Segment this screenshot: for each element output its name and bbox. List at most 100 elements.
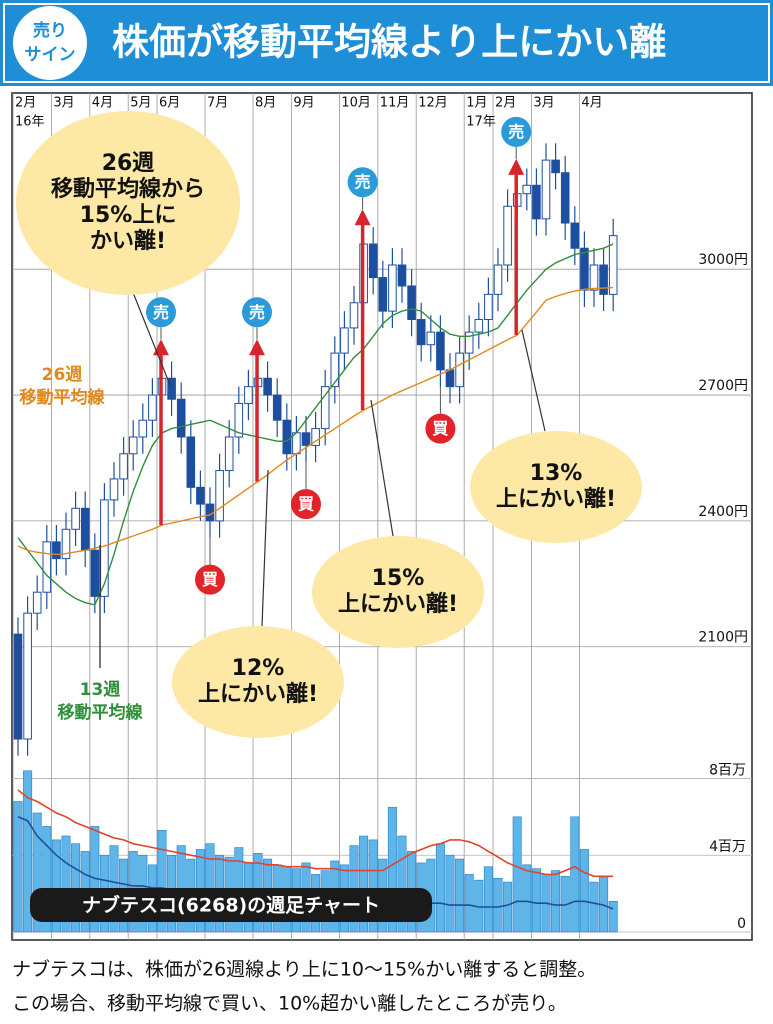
callout-text: 15% <box>372 566 425 591</box>
candle-body <box>589 264 599 291</box>
volume-bar <box>589 881 599 933</box>
candle-body <box>551 159 560 174</box>
callout-text: 上にかい離! <box>198 682 318 707</box>
sell-signal-text: 売 <box>508 122 524 141</box>
candle-body <box>119 453 128 480</box>
candle-body <box>196 486 205 505</box>
candle-body <box>560 172 570 224</box>
y-tick-label: 8百万 <box>709 762 746 778</box>
volume-bar <box>23 770 33 933</box>
x-tick-label: 8月 <box>255 96 276 111</box>
sell-signal <box>146 297 176 328</box>
candle-body <box>349 302 359 329</box>
moving-average-line <box>17 243 614 606</box>
x-tick-label: 4月 <box>92 96 113 111</box>
candle-body <box>416 319 426 346</box>
x-tick-label: 4月 <box>581 96 602 111</box>
volume-bar <box>61 835 71 933</box>
x-tick-label: 7月 <box>207 96 228 111</box>
volume-average-line <box>17 789 614 878</box>
candle-body <box>397 264 407 287</box>
header-title: 株価が移動平均線より上にかい離 <box>112 21 666 64</box>
sell-arrow-head <box>354 209 371 226</box>
y-tick-label: 2400円 <box>698 504 748 520</box>
volume-bar <box>493 877 503 933</box>
buy-signal-text: 買 <box>202 570 218 589</box>
x-tick-label: 11月 <box>380 96 410 111</box>
volume-bar <box>570 816 580 933</box>
callout-pointer <box>521 329 546 432</box>
candle-body <box>23 612 32 740</box>
callout-bubble <box>470 431 642 543</box>
callout-text: 上にかい離! <box>338 592 458 617</box>
buy-signal-text: 買 <box>298 495 314 514</box>
callout-bubble <box>312 536 484 648</box>
badge-text: 売り <box>33 20 67 41</box>
notes-layer: 2月 3月 4月 5月 6月 7月 8月 9月 10月 11月 12月 1月 2月 3月 4月 16年 17年 2… <box>15 96 748 933</box>
candle-body <box>128 436 138 455</box>
candle-body <box>13 633 23 740</box>
candle-body <box>224 436 234 472</box>
candle-body <box>608 235 618 295</box>
callout-text: 15%上に <box>80 203 177 228</box>
callout-text: 13% <box>530 461 583 486</box>
candle-body <box>493 264 503 295</box>
volume-bar <box>387 806 397 933</box>
y-tick-label: 3000円 <box>698 252 748 268</box>
y-tick-label: 2700円 <box>698 378 748 394</box>
candle-body <box>71 507 80 530</box>
sell-signal <box>242 297 272 328</box>
volume-bar <box>205 843 215 933</box>
chart-label: ナブテスコ(6268)の週足チャート <box>82 894 380 917</box>
candle-body <box>570 222 580 249</box>
callout-pointer <box>370 399 394 537</box>
candle-body <box>532 184 541 220</box>
volume-bar <box>483 866 493 933</box>
candle-body <box>407 285 416 321</box>
candle-body <box>599 264 608 295</box>
year-label: 16年 <box>15 115 45 130</box>
y-tick-label: 4百万 <box>709 839 746 855</box>
volume-bar <box>608 900 618 933</box>
volume-bar <box>522 864 532 933</box>
buy-signal <box>291 489 321 520</box>
x-tick-label: 3月 <box>533 96 554 111</box>
candle-body <box>109 478 119 501</box>
x-tick-label: 2月 <box>15 96 36 111</box>
volume-bar <box>503 881 513 933</box>
candle-body <box>330 352 340 388</box>
sell-signal-text: 売 <box>249 303 265 322</box>
candle-body <box>272 394 282 421</box>
x-tick-label: 3月 <box>53 96 74 111</box>
candle-body <box>580 247 589 291</box>
lines-layer <box>17 243 614 606</box>
badge-text: サイン <box>25 45 76 65</box>
candle-body <box>301 432 311 446</box>
candle-body <box>541 159 551 220</box>
series-label: 13週 <box>80 680 121 700</box>
callout-bubble <box>172 626 344 738</box>
candle-body <box>167 377 176 400</box>
candle-body <box>90 549 100 597</box>
volume-bar <box>13 801 23 933</box>
chart-label-box <box>30 888 432 922</box>
candle-body <box>340 327 349 354</box>
candle-body <box>464 331 474 354</box>
year-label: 17年 <box>466 115 496 130</box>
volume-bar <box>397 835 407 933</box>
sell-signal-text: 売 <box>355 173 371 192</box>
candle-body <box>378 277 388 312</box>
sell-arrow-head <box>249 339 265 356</box>
sell-signal-text: 売 <box>153 303 169 322</box>
candle-body <box>474 319 484 333</box>
candle-body <box>176 398 186 438</box>
candle-body <box>244 386 253 404</box>
candle-body <box>42 541 52 593</box>
series-label: 移動平均線 <box>58 702 144 723</box>
x-tick-label: 10月 <box>341 96 371 111</box>
volume-bar <box>531 868 541 933</box>
volume-bar <box>51 839 61 933</box>
header-band <box>0 0 773 86</box>
sell-arrow-head <box>508 158 525 175</box>
callout-bubble <box>16 111 240 295</box>
